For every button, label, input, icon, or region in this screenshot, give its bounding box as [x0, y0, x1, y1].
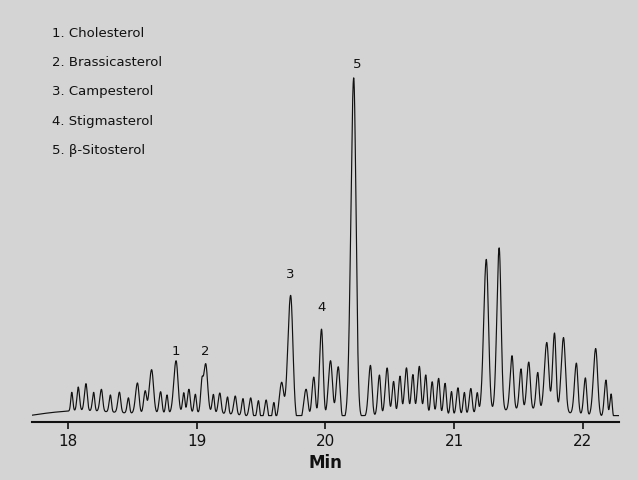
- Text: 1. Cholesterol: 1. Cholesterol: [52, 26, 145, 40]
- Text: 5: 5: [353, 58, 362, 71]
- Text: 3: 3: [286, 268, 295, 281]
- Text: 1: 1: [172, 345, 181, 358]
- Text: 2. Brassicasterol: 2. Brassicasterol: [52, 56, 163, 69]
- Text: 4. Stigmasterol: 4. Stigmasterol: [52, 115, 154, 128]
- Text: 3. Campesterol: 3. Campesterol: [52, 85, 154, 98]
- Text: 4: 4: [317, 300, 326, 313]
- X-axis label: Min: Min: [308, 454, 343, 472]
- Text: 2: 2: [202, 345, 210, 358]
- Text: 5. β-Sitosterol: 5. β-Sitosterol: [52, 144, 145, 157]
